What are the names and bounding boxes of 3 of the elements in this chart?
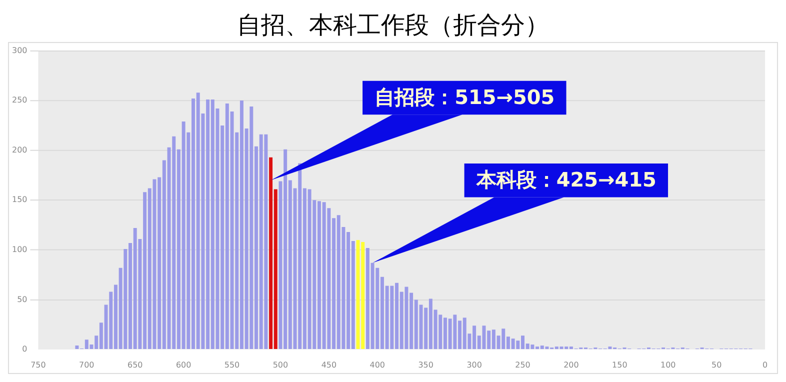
chart-title: 自招、本科工作段（折合分） bbox=[236, 10, 550, 41]
annotation: 自招段：515→505 bbox=[374, 86, 555, 109]
annotation: 本科段：425→415 bbox=[475, 168, 656, 192]
